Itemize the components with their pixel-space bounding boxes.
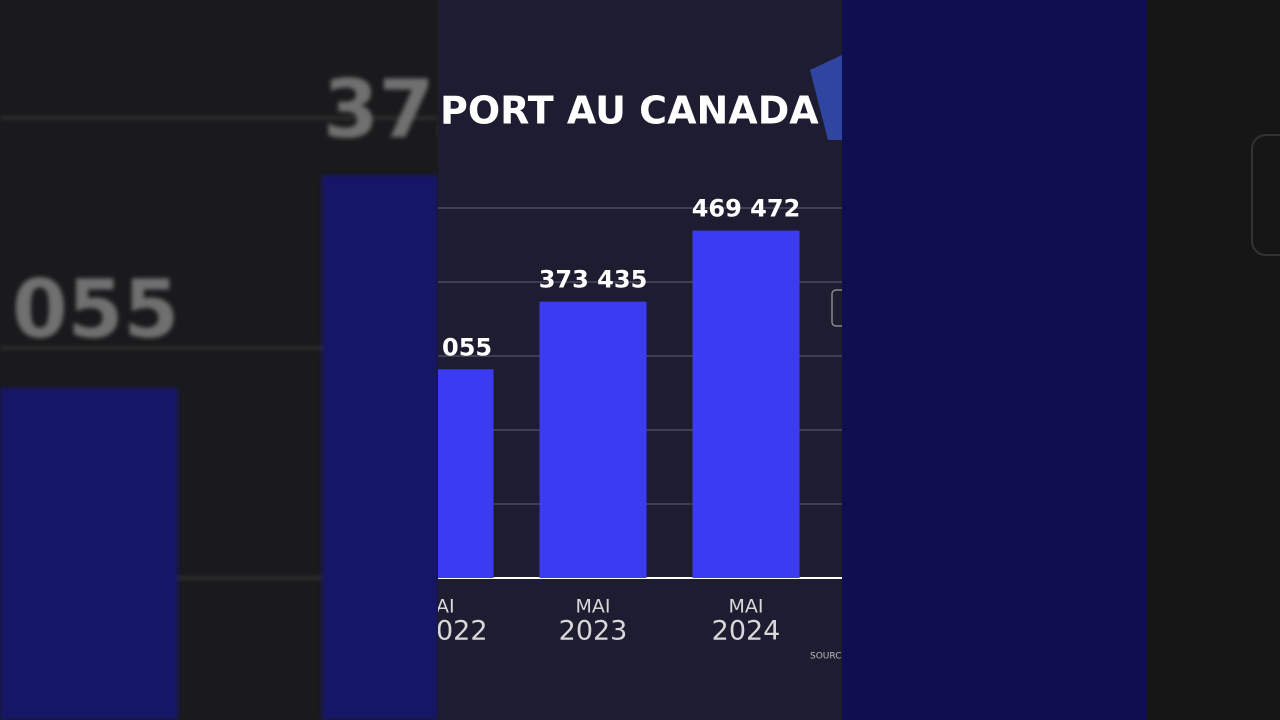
right-panel	[842, 0, 1147, 720]
x-tick-label: MAI	[729, 596, 764, 618]
x-tick-label: 2024	[712, 616, 781, 647]
x-tick-label: 2023	[559, 616, 628, 647]
bar	[692, 230, 800, 579]
decor	[831, 289, 842, 327]
x-tick-label: MAI	[576, 596, 611, 618]
decor	[810, 55, 842, 140]
backdrop-text: 055	[12, 263, 179, 356]
value-label: 469 472	[692, 195, 801, 223]
decor	[1251, 134, 1280, 256]
source: SOURC	[810, 652, 841, 662]
bar	[539, 301, 647, 578]
x-tick-label: 022	[436, 616, 488, 647]
value-label: 373 435	[539, 266, 648, 294]
x-tick-label: AI	[436, 596, 455, 618]
bar	[438, 369, 494, 578]
left-blur: 373 055	[0, 63, 490, 720]
value-label: 055	[442, 333, 492, 361]
chart-title: PORT AU CANADA	[440, 89, 819, 133]
right-backdrop	[1147, 0, 1280, 720]
